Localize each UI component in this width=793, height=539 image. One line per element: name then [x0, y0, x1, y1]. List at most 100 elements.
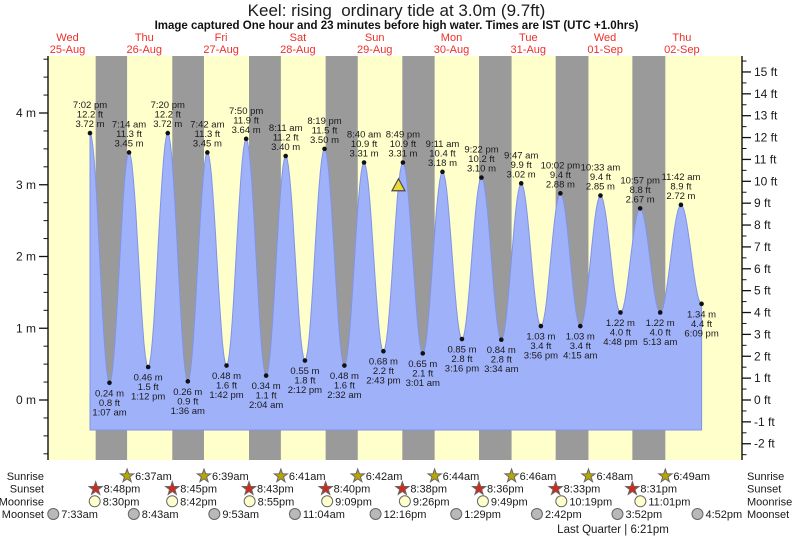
- day-label-name: Wed: [56, 32, 78, 44]
- tide-low-label: 0.68 m: [369, 357, 398, 368]
- tide-high-label: 8.9 ft: [670, 181, 691, 192]
- tide-extreme-dot: [381, 348, 386, 354]
- tide-low-label: 0.34 m: [252, 381, 281, 392]
- axis-tick-label-right: 0 ft: [754, 393, 771, 407]
- axis-tick-label-right: 12 ft: [754, 131, 778, 145]
- astro-time-label: 6:41am: [289, 471, 326, 483]
- tide-extreme-dot: [400, 160, 406, 165]
- moonset-circle-icon: [288, 508, 301, 520]
- astro-row-label-right: Sunset: [747, 484, 781, 496]
- astro-time-label: 8:31pm: [640, 484, 677, 496]
- moonset-circle-icon: [127, 508, 140, 520]
- tide-high-label: 8:19 pm: [307, 116, 341, 127]
- tide-low-label: 1.6 ft: [216, 381, 237, 392]
- moonrise-circle-icon: [166, 495, 179, 508]
- astro-time-label: 8:38pm: [410, 484, 447, 496]
- astro-time-label: 8:45pm: [180, 484, 217, 496]
- tide-low-label: 4:15 am: [563, 351, 597, 362]
- axis-tick-label-right: 4 ft: [754, 306, 771, 320]
- astro-time-label: 6:44am: [443, 471, 480, 483]
- tide-extreme-dot: [699, 301, 704, 307]
- day-label-date: 31-Aug: [511, 44, 546, 56]
- day-label-name: Sun: [365, 32, 385, 44]
- tide-low-label: 2:04 am: [249, 400, 283, 411]
- chart-subtitle: Image captured One hour and 23 minutes b…: [154, 20, 639, 32]
- tide-high-label: 8.8 ft: [630, 185, 651, 196]
- astro-time-label: 8:33pm: [564, 484, 601, 496]
- sunset-star-icon: [470, 480, 488, 496]
- tide-extreme-dot: [322, 146, 327, 152]
- tide-high-label: 10:02 pm: [541, 160, 581, 171]
- axis-tick-label-right: 3 ft: [754, 327, 771, 341]
- moonrise-circle-icon: [243, 495, 256, 508]
- tide-high-label: 9.4 ft: [550, 170, 571, 181]
- tide-low-label: 2.2 ft: [373, 366, 394, 377]
- astro-time-label: 6:49am: [673, 471, 710, 483]
- astro-time-label: 2:42pm: [545, 509, 582, 521]
- tide-extreme-dot: [283, 153, 288, 159]
- tide-low-label: 2:12 pm: [288, 385, 322, 396]
- day-label-name: Fri: [215, 32, 228, 44]
- axis-tick-label-right: 15 ft: [754, 65, 778, 79]
- sunrise-star-icon: [580, 467, 597, 483]
- astro-time-label: 8:40pm: [334, 484, 371, 496]
- astro-time-label: 10:19pm: [569, 496, 612, 508]
- sunset-star-icon: [164, 480, 181, 496]
- tide-extreme-dot: [145, 364, 151, 370]
- astro-time-label: 8:36pm: [487, 484, 524, 496]
- tide-high-label: 9:22 pm: [464, 145, 498, 156]
- tide-low-label: 3:01 am: [406, 378, 440, 389]
- astro-time-label: 8:30pm: [103, 496, 140, 508]
- sunset-star-icon: [394, 480, 411, 496]
- tide-high-label: 9.4 ft: [590, 172, 611, 183]
- tide-low-label: 2.1 ft: [412, 368, 433, 379]
- tide-low-label: 3.4 ft: [530, 341, 551, 352]
- tide-high-label: 3.50 m: [310, 135, 339, 146]
- moonset-circle-icon: [208, 508, 221, 520]
- sunrise-star-icon: [503, 467, 520, 483]
- tide-low-label: 0.84 m: [487, 345, 516, 356]
- tide-low-label: 1:42 pm: [209, 390, 243, 401]
- tide-high-label: 7:20 pm: [151, 100, 185, 111]
- tide-low-label: 0.48 m: [330, 371, 359, 382]
- tide-high-label: 11.3 ft: [194, 129, 220, 140]
- sunrise-star-icon: [118, 467, 136, 483]
- tide-extreme-dot: [342, 363, 347, 368]
- tide-low-label: 1.22 m: [606, 318, 635, 329]
- tide-extreme-dot: [126, 150, 132, 155]
- tide-high-label: 10.9 ft: [351, 139, 378, 150]
- tide-extreme-dot: [459, 336, 465, 342]
- astro-time-label: 6:48am: [596, 471, 633, 483]
- axis-tick-label-right: 8 ft: [754, 218, 771, 232]
- sunrise-star-icon: [272, 467, 289, 483]
- tide-high-label: 11.5 ft: [312, 125, 338, 136]
- sunrise-star-icon: [195, 467, 213, 483]
- tide-high-label: 3.31 m: [388, 149, 417, 160]
- tide-extreme-dot: [263, 373, 269, 378]
- tide-extreme-dot: [678, 202, 684, 208]
- tide-low-label: 0.85 m: [447, 345, 476, 356]
- day-label-name: Thu: [672, 32, 691, 44]
- axis-tick-label-right: 1 ft: [754, 371, 771, 385]
- tide-low-label: 3.4 ft: [570, 341, 591, 352]
- tide-extreme-dot: [538, 323, 544, 329]
- tide-low-label: 1.03 m: [566, 332, 595, 343]
- tide-low-label: 1.03 m: [526, 332, 555, 343]
- day-label-date: 25-Aug: [50, 44, 85, 56]
- tide-low-label: 1.8 ft: [294, 376, 315, 387]
- sunset-star-icon: [317, 480, 334, 496]
- axis-tick-label-right: 14 ft: [754, 87, 778, 101]
- tide-high-label: 2.67 m: [626, 194, 655, 205]
- sunset-star-icon: [240, 480, 258, 496]
- astro-row-label-left: Sunrise: [7, 471, 44, 483]
- astro-time-label: 9:49pm: [491, 496, 528, 508]
- day-label-date: 29-Aug: [357, 44, 392, 56]
- tide-low-label: 0.46 m: [134, 372, 163, 383]
- day-label-date: 28-Aug: [280, 44, 315, 56]
- tide-low-label: 4.0 ft: [610, 327, 631, 338]
- astro-time-label: 8:48pm: [104, 484, 141, 496]
- tide-low-label: 1:07 am: [92, 407, 126, 418]
- axis-tick-label-right: 7 ft: [754, 240, 771, 254]
